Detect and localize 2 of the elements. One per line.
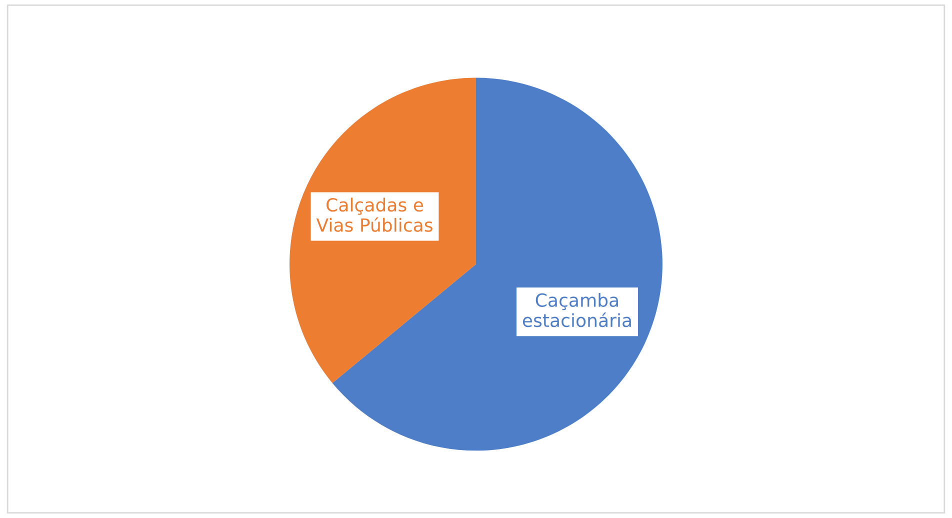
- slice-label: Caçamba estacionária: [522, 292, 631, 328]
- slice-label: Calçadas e Vias Públicas: [316, 198, 432, 232]
